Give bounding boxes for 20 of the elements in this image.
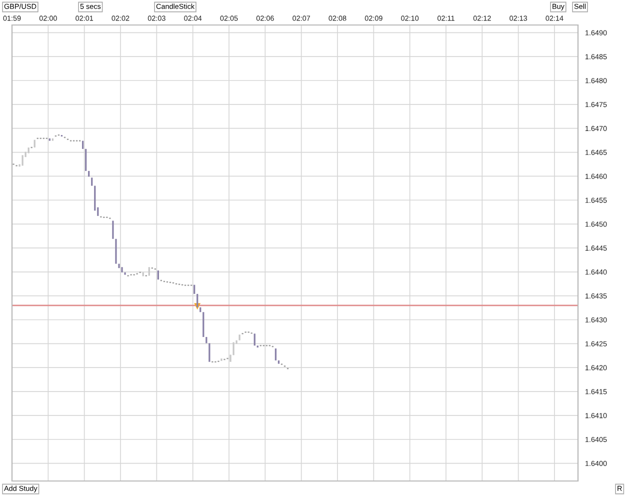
candlestick <box>196 294 198 308</box>
candlestick <box>118 264 120 268</box>
candlestick <box>121 267 123 272</box>
candlestick <box>278 360 280 364</box>
candlestick <box>85 148 87 171</box>
candlestick <box>202 312 204 337</box>
candlestick <box>112 220 114 239</box>
candlestick <box>254 334 256 346</box>
candlestick <box>52 138 54 141</box>
candlestick <box>22 155 24 166</box>
candlestick <box>34 140 36 148</box>
candlestick <box>194 284 196 294</box>
candlestick <box>124 272 126 275</box>
candlestick <box>48 138 50 141</box>
candlestick <box>115 238 117 264</box>
candlestick <box>157 270 159 280</box>
candlestick <box>238 334 240 340</box>
candlestick <box>91 178 93 186</box>
candlestick <box>274 348 277 360</box>
candlestick <box>208 343 210 362</box>
